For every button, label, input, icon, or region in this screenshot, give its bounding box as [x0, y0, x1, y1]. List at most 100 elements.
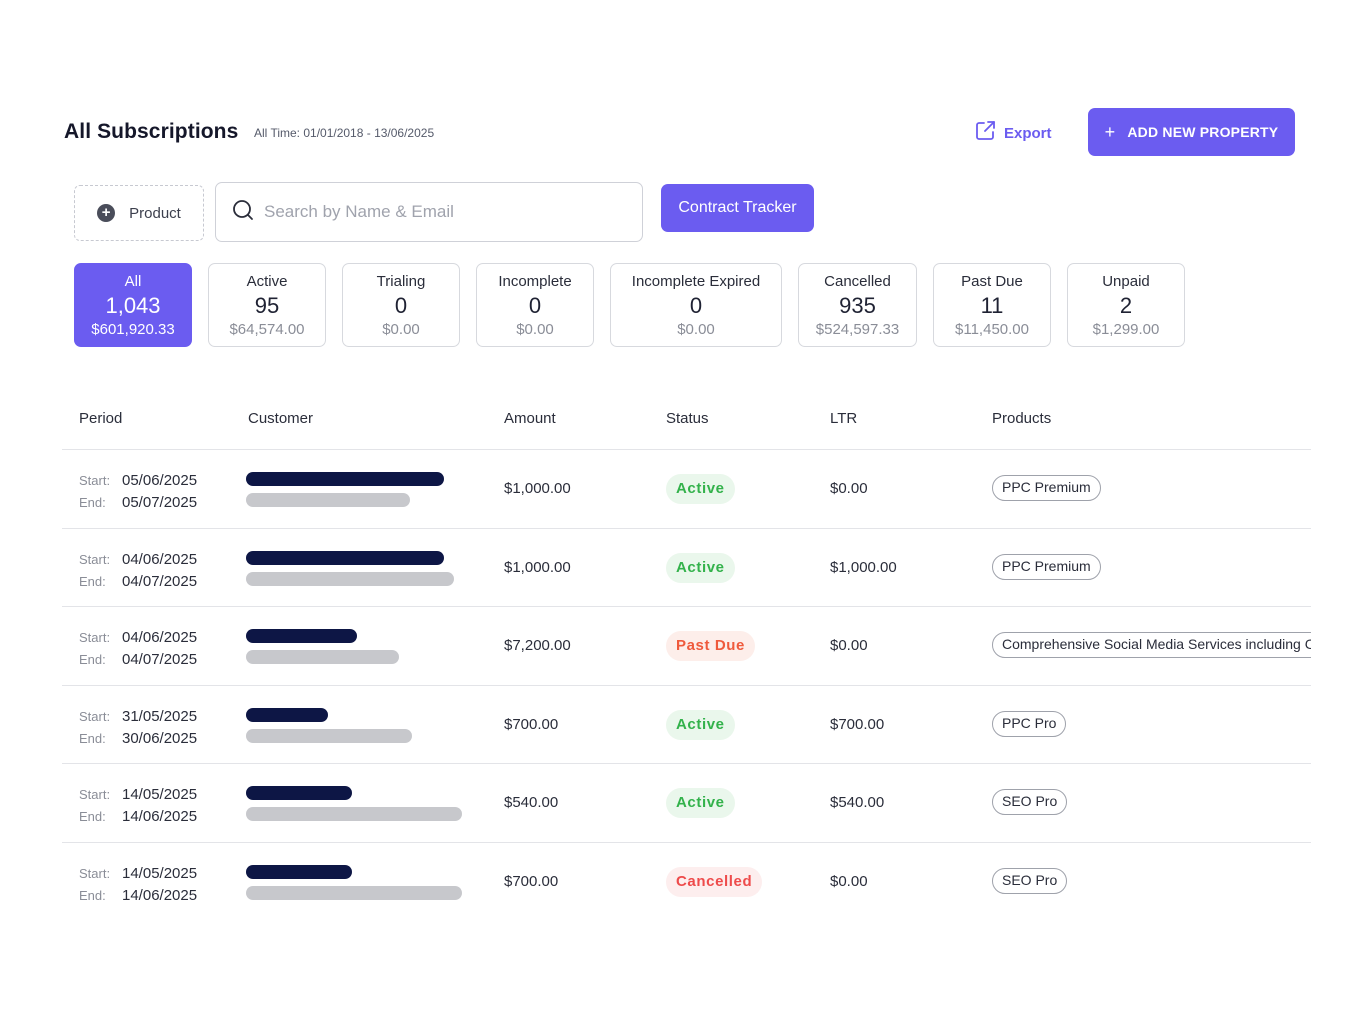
start-label: Start:: [79, 865, 111, 881]
tab-unpaid[interactable]: Unpaid 2 $1,299.00: [1067, 263, 1185, 347]
external-link-icon: [974, 120, 996, 146]
products-cell: SEO Pro: [992, 867, 1311, 894]
customer-cell[interactable]: [246, 550, 454, 586]
table-row[interactable]: Start: 14/05/2025 End: 14/06/2025 $540.00 …: [62, 764, 1311, 843]
column-header-products[interactable]: Products: [992, 410, 1052, 427]
search-input[interactable]: [264, 202, 624, 222]
start-date: 31/05/2025: [122, 707, 198, 725]
tab-count: 0: [528, 293, 542, 318]
start-date: 04/06/2025: [122, 629, 198, 646]
tab-label: Past Due: [961, 273, 1023, 290]
ltr-cell: $700.00: [830, 715, 885, 733]
export-button[interactable]: Export: [974, 120, 1052, 146]
end-date: 04/07/2025: [122, 572, 198, 590]
status-badge: Active: [666, 474, 735, 504]
column-header-period[interactable]: Period: [79, 410, 123, 427]
column-header-status[interactable]: Status: [666, 410, 709, 427]
tab-amount: $524,597.33: [815, 321, 900, 338]
product-filter-button[interactable]: + Product: [74, 185, 204, 241]
end-date: 05/07/2025: [122, 494, 198, 511]
tab-amount: $64,574.00: [229, 321, 305, 338]
amount-cell: $1,000.00: [504, 558, 571, 576]
tab-all[interactable]: All 1,043 $601,920.33: [74, 263, 192, 347]
tab-active[interactable]: Active 95 $64,574.00: [208, 263, 326, 347]
add-new-property-button[interactable]: + ADD NEW PROPERTY: [1088, 108, 1295, 156]
customer-cell[interactable]: [246, 786, 462, 821]
column-header-customer[interactable]: Customer: [248, 410, 314, 427]
customer-cell[interactable]: [246, 629, 399, 664]
product-tag[interactable]: PPC Premium: [992, 475, 1101, 501]
products-cell: PPC Pro: [992, 710, 1311, 737]
table-row[interactable]: Start: 04/06/2025 End: 04/07/2025 $7,200.0…: [62, 607, 1311, 686]
product-tag[interactable]: SEO Pro: [992, 789, 1068, 815]
tab-label: All: [124, 273, 142, 290]
table-row[interactable]: Start: 05/06/2025 End: 05/07/2025 $1,000.0…: [62, 450, 1311, 529]
tab-amount: $0.00: [382, 321, 420, 338]
end-date: 14/06/2025: [122, 886, 198, 904]
start-date: 04/06/2025: [122, 550, 198, 568]
tab-incomplete[interactable]: Incomplete 0 $0.00: [476, 263, 594, 347]
redacted-customer-name: [246, 472, 444, 486]
tab-amount: $1,299.00: [1092, 321, 1160, 338]
tab-amount: $601,920.33: [91, 321, 175, 338]
tab-past-due[interactable]: Past Due 11 $11,450.00: [933, 263, 1051, 347]
tab-trialing[interactable]: Trialing 0 $0.00: [342, 263, 460, 347]
redacted-customer-name: [246, 629, 357, 643]
contract-tracker-button[interactable]: Contract Tracker: [661, 184, 814, 232]
tab-amount: $0.00: [677, 321, 715, 338]
ltr-cell: $540.00: [830, 794, 885, 811]
table-row[interactable]: Start: 14/05/2025 End: 14/06/2025 $700.00 …: [62, 843, 1311, 922]
search-icon: [232, 199, 254, 226]
ltr-cell: $1,000.00: [830, 558, 897, 576]
end-label: End:: [79, 730, 106, 746]
customer-cell[interactable]: [246, 864, 462, 900]
table-header: Period Customer Amount Status LTR Produc…: [62, 390, 1311, 450]
product-tag[interactable]: PPC Pro: [992, 710, 1067, 737]
tab-incomplete-expired[interactable]: Incomplete Expired 0 $0.00: [610, 263, 782, 347]
export-label: Export: [1004, 124, 1052, 142]
amount-cell: $700.00: [504, 715, 559, 733]
start-label: Start:: [79, 708, 111, 724]
status-badge: Active: [666, 788, 735, 818]
start-date: 14/05/2025: [122, 786, 198, 803]
tab-count: 2: [1119, 293, 1133, 318]
status-badge: Active: [666, 709, 735, 740]
status-badge: Active: [666, 552, 735, 583]
period-cell: Start: 05/06/2025 End: 05/07/2025: [79, 470, 197, 514]
column-header-amount[interactable]: Amount: [504, 410, 556, 427]
tab-label: Incomplete: [498, 273, 572, 290]
tab-label: Trialing: [376, 273, 426, 290]
tab-cancelled[interactable]: Cancelled 935 $524,597.33: [798, 263, 917, 347]
customer-cell[interactable]: [246, 707, 412, 743]
plus-circle-icon: +: [97, 204, 116, 222]
start-label: Start:: [79, 630, 111, 645]
column-header-ltr[interactable]: LTR: [830, 410, 858, 427]
period-cell: Start: 04/06/2025 End: 04/07/2025: [79, 627, 197, 671]
amount-cell: $700.00: [504, 872, 559, 890]
start-label: Start:: [79, 787, 111, 802]
end-date: 30/06/2025: [122, 729, 198, 747]
product-tag[interactable]: PPC Premium: [992, 553, 1101, 580]
redacted-customer-email: [246, 728, 412, 743]
start-label: Start:: [79, 473, 111, 488]
ltr-cell: $0.00: [830, 872, 868, 890]
page-header: All Subscriptions All Time: 01/01/2018 -…: [64, 108, 1296, 156]
end-label: End:: [79, 573, 106, 589]
start-date: 14/05/2025: [122, 864, 198, 882]
amount-cell: $7,200.00: [504, 637, 571, 654]
product-tag[interactable]: SEO Pro: [992, 867, 1068, 894]
redacted-customer-name: [246, 707, 328, 722]
customer-cell[interactable]: [246, 472, 444, 507]
filter-bar: + Product Contract Tracker: [74, 182, 834, 242]
products-cell: PPC Premium: [992, 475, 1311, 501]
status-badge: Cancelled: [666, 866, 763, 897]
amount-cell: $1,000.00: [504, 480, 571, 497]
tab-count: 935: [839, 293, 876, 318]
product-tag[interactable]: Comprehensive Social Media Services incl…: [992, 632, 1311, 658]
tab-count: 0: [394, 293, 408, 318]
table-row[interactable]: Start: 31/05/2025 End: 30/06/2025 $700.00 …: [62, 686, 1311, 764]
redacted-customer-name: [246, 864, 352, 879]
table-row[interactable]: Start: 04/06/2025 End: 04/07/2025 $1,000.0…: [62, 529, 1311, 607]
tab-amount: $0.00: [516, 321, 554, 338]
tab-amount: $11,450.00: [955, 321, 1029, 338]
